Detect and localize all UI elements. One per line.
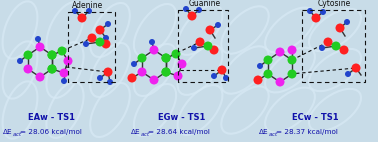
Circle shape <box>59 68 68 78</box>
Circle shape <box>77 13 87 22</box>
Circle shape <box>187 12 197 20</box>
Circle shape <box>257 63 263 69</box>
Circle shape <box>276 78 285 86</box>
Text: $act$: $act$ <box>140 130 150 137</box>
Circle shape <box>97 75 103 81</box>
Circle shape <box>276 48 285 57</box>
Circle shape <box>352 63 361 73</box>
Circle shape <box>161 67 170 77</box>
Circle shape <box>72 8 78 14</box>
Circle shape <box>320 9 326 15</box>
Circle shape <box>203 41 212 51</box>
Circle shape <box>332 41 341 51</box>
Text: $\Delta$E: $\Delta$E <box>130 128 141 136</box>
Circle shape <box>209 45 218 55</box>
Circle shape <box>138 67 147 77</box>
Text: $\Delta$E: $\Delta$E <box>2 128 13 136</box>
Circle shape <box>48 51 56 59</box>
Circle shape <box>86 8 92 14</box>
Circle shape <box>217 65 226 75</box>
Circle shape <box>105 21 111 27</box>
Circle shape <box>183 6 189 12</box>
Circle shape <box>191 45 197 51</box>
Circle shape <box>263 56 273 64</box>
Text: Guanine: Guanine <box>189 0 221 8</box>
Circle shape <box>211 73 217 79</box>
Circle shape <box>263 69 273 79</box>
Circle shape <box>138 54 147 62</box>
Text: $\Delta$E: $\Delta$E <box>258 128 269 136</box>
Circle shape <box>102 39 110 49</box>
Circle shape <box>64 57 73 65</box>
Circle shape <box>206 26 214 35</box>
Circle shape <box>36 73 45 82</box>
Circle shape <box>336 23 344 33</box>
Circle shape <box>48 64 56 74</box>
Text: EGw - TS1: EGw - TS1 <box>158 113 206 123</box>
Circle shape <box>288 56 296 64</box>
Circle shape <box>23 64 33 74</box>
Circle shape <box>161 67 170 77</box>
Circle shape <box>96 26 104 35</box>
Circle shape <box>150 76 158 84</box>
Circle shape <box>149 39 155 45</box>
Circle shape <box>96 37 104 46</box>
Circle shape <box>17 58 23 64</box>
Circle shape <box>288 69 296 79</box>
Circle shape <box>174 72 183 81</box>
Text: Adenine: Adenine <box>72 1 104 10</box>
Circle shape <box>103 35 109 41</box>
Circle shape <box>131 61 137 67</box>
Circle shape <box>215 22 221 28</box>
Circle shape <box>324 37 333 46</box>
Circle shape <box>104 67 113 77</box>
Circle shape <box>196 7 202 13</box>
Circle shape <box>288 45 296 55</box>
Text: = 28.37 kcal/mol: = 28.37 kcal/mol <box>276 129 338 135</box>
Text: $act$: $act$ <box>12 130 22 137</box>
Circle shape <box>345 71 351 77</box>
Text: = 28.64 kcal/mol: = 28.64 kcal/mol <box>148 129 210 135</box>
Circle shape <box>57 46 67 56</box>
Circle shape <box>48 64 56 74</box>
Text: EAw - TS1: EAw - TS1 <box>28 113 76 123</box>
Circle shape <box>161 54 170 62</box>
Circle shape <box>195 37 204 46</box>
Circle shape <box>172 50 181 59</box>
Circle shape <box>307 8 313 14</box>
Circle shape <box>178 59 186 68</box>
Circle shape <box>339 45 349 55</box>
Circle shape <box>36 42 45 52</box>
Circle shape <box>35 36 41 42</box>
Circle shape <box>344 19 350 25</box>
Text: Cytosine: Cytosine <box>318 0 351 8</box>
Circle shape <box>87 34 96 42</box>
Circle shape <box>311 13 321 22</box>
Circle shape <box>23 51 33 59</box>
Circle shape <box>83 41 89 47</box>
Text: $act$: $act$ <box>268 130 278 137</box>
Circle shape <box>48 51 56 59</box>
Circle shape <box>254 76 262 84</box>
Circle shape <box>150 45 158 55</box>
Circle shape <box>61 78 67 84</box>
Text: ECw - TS1: ECw - TS1 <box>292 113 338 123</box>
Circle shape <box>107 79 113 85</box>
Circle shape <box>161 54 170 62</box>
Circle shape <box>223 75 229 81</box>
Circle shape <box>127 74 136 83</box>
Text: = 28.06 kcal/mol: = 28.06 kcal/mol <box>20 129 82 135</box>
Circle shape <box>319 45 325 51</box>
